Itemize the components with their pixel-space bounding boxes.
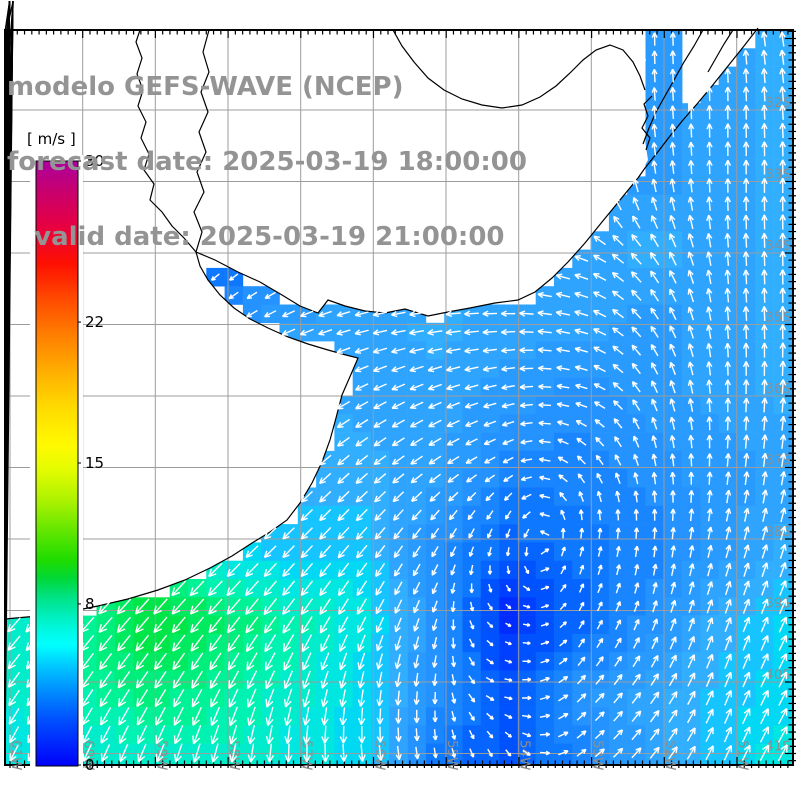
svg-text:40S: 40S (765, 667, 791, 683)
svg-text:38S: 38S (765, 524, 791, 540)
svg-text:54W: 54W (517, 740, 533, 771)
colorbar-tick-label: 8 (85, 595, 95, 613)
colorbar-tick-label: 15 (85, 454, 104, 472)
svg-text:32S: 32S (765, 95, 791, 111)
land-mask (5, 30, 758, 619)
coastline-and-rivers (4, 27, 759, 620)
svg-text:35S: 35S (765, 310, 791, 326)
colorbar: 30 22 15 8 0 (30, 152, 104, 774)
svg-text:36S: 36S (765, 381, 791, 397)
svg-text:33S: 33S (765, 167, 791, 183)
colorbar-tick-label: 30 (85, 152, 104, 170)
colorbar-unit-label: [ m/s ] (27, 130, 76, 148)
colorbar-tick-label: 22 (85, 313, 104, 331)
map-border-and-ticks (4, 1, 796, 768)
svg-text:37S: 37S (765, 453, 791, 469)
svg-text:58W: 58W (226, 740, 242, 771)
title-valid-date: valid date: 2025-03-19 21:00:00 (7, 222, 505, 252)
svg-text:60W: 60W (81, 740, 97, 771)
svg-text:59W: 59W (153, 740, 169, 771)
svg-text:52W: 52W (662, 740, 678, 771)
map-title: modelo GEFS-WAVE (NCEP) forecast date: 2… (7, 25, 527, 300)
svg-text:56W: 56W (371, 740, 387, 771)
svg-text:34S: 34S (765, 238, 791, 254)
wind-arrows (7, 31, 788, 763)
svg-text:39S: 39S (765, 596, 791, 612)
svg-text:51W: 51W (735, 740, 751, 771)
title-model-line: modelo GEFS-WAVE (NCEP) (7, 72, 404, 102)
title-forecast-date: forecast date: 2025-03-19 18:00:00 (7, 147, 527, 177)
svg-text:61W: 61W (8, 740, 24, 771)
longitude-labels: 61W 60W 59W 58W 57W 56W 55W 54W 53W 52W 51W (8, 740, 751, 771)
colorbar-tick-label: 0 (85, 756, 95, 774)
